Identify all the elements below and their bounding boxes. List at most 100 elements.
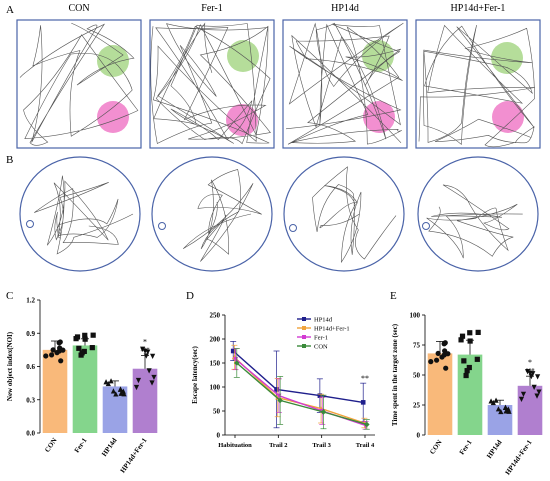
data-point: [82, 336, 88, 342]
y-tick-label: 0.9: [26, 330, 35, 338]
legend-label: HP14d: [314, 317, 333, 324]
y-tick-label: 75: [413, 342, 421, 350]
data-point: [140, 346, 146, 352]
y-tick-label: 0: [417, 432, 421, 440]
mwm-tracks: [19, 156, 539, 272]
data-point: [466, 364, 472, 371]
data-point: [320, 409, 327, 415]
data-point: [534, 393, 540, 399]
legend-marker: [302, 317, 306, 321]
data-point: [146, 368, 152, 374]
data-point: [50, 347, 56, 353]
familiar-object: [491, 42, 523, 74]
x-tick-label: HP14d: [100, 436, 118, 458]
data-point: [74, 334, 81, 340]
data-point: [118, 390, 124, 396]
data-point: [464, 368, 470, 374]
data-point: [518, 396, 525, 402]
bar-con: [427, 353, 453, 435]
panel-a-label: A: [6, 4, 14, 16]
data-point: [493, 397, 499, 403]
novel-object: [97, 101, 129, 133]
data-point: [364, 421, 370, 428]
data-point: [441, 341, 447, 347]
y-tick-label: 0.0: [26, 430, 35, 438]
significance-hash: ###: [526, 368, 535, 374]
legend-marker: [302, 344, 306, 348]
data-point: [360, 400, 366, 405]
x-tick-label: Trail 4: [356, 442, 375, 449]
mwm-pool-fer1: [151, 156, 273, 272]
bar-fer-1: [72, 345, 98, 433]
novel-object: [492, 101, 524, 133]
data-point: [463, 372, 469, 379]
data-point: [43, 353, 49, 359]
chart-c-new-object-index: 0.0 0.3 0.6 0.9 1.2 New object index(NOI) CON F…: [6, 297, 158, 474]
y-tick-label: 50: [413, 372, 421, 380]
panel-e-label: E: [390, 290, 397, 302]
y-tick-label: 200: [210, 336, 221, 344]
data-point: [82, 332, 88, 338]
y-tick-label: 1.2: [26, 297, 35, 305]
y-axis-title: New object index(NOI): [6, 331, 14, 401]
x-tick-label: Trail 2: [269, 442, 287, 449]
data-point: [461, 358, 467, 364]
data-point: [135, 377, 142, 384]
platform: [26, 220, 34, 228]
data-point: [435, 350, 441, 357]
data-point: [230, 348, 236, 354]
significance-hash: ###: [141, 347, 150, 353]
y-tick-label: 150: [210, 360, 221, 368]
data-point: [520, 391, 527, 397]
nor-arena-fer1: [149, 19, 275, 149]
data-point: [525, 369, 531, 375]
swim-path: [34, 175, 134, 255]
data-point: [317, 393, 323, 398]
y-tick-label: 25: [413, 402, 421, 410]
mwm-pool-hp14d: [283, 156, 405, 272]
nor-tracks: [16, 19, 541, 149]
data-point: [56, 340, 62, 346]
series-line-hp14d-fer-1: [233, 356, 365, 424]
data-point: [79, 350, 85, 356]
panel-b-label: B: [6, 154, 14, 166]
x-tick-label: Fer-1: [458, 438, 474, 456]
y-axis-title: Time spent in the target zone (sec): [391, 323, 399, 426]
data-point: [49, 352, 55, 358]
swim-path: [312, 166, 397, 264]
data-point: [531, 384, 537, 390]
data-point: [467, 330, 473, 336]
data-point: [428, 359, 434, 365]
x-tick-label: HP14d+Fer-1: [504, 438, 534, 476]
nor-arena-hp14dfer1: [415, 19, 541, 149]
x-tick-label: CON: [428, 439, 443, 456]
swim-path: [426, 184, 523, 259]
data-point: [110, 388, 117, 394]
y-tick-label: 100: [410, 312, 421, 320]
mwm-pool-hp14dfer1: [417, 156, 539, 272]
significance-star: *: [528, 358, 532, 367]
swim-path: [285, 22, 404, 145]
data-point: [58, 358, 64, 364]
significance-star: *: [143, 337, 147, 346]
data-point: [502, 404, 509, 410]
data-point: [434, 357, 440, 363]
data-point: [495, 406, 502, 412]
y-tick-label: 100: [210, 384, 221, 392]
data-point: [142, 348, 148, 354]
track-title-con: CON: [68, 3, 90, 14]
legend-label: CON: [314, 344, 328, 351]
track-title-hp14d: HP14d: [331, 3, 359, 14]
nor-arena-con: [16, 19, 142, 149]
data-point: [536, 389, 542, 395]
x-tick-label: Fer-1: [73, 436, 89, 454]
significance-star: **: [361, 374, 369, 383]
y-tick-label: 50: [213, 408, 221, 416]
legend-label: Fer-1: [314, 335, 328, 342]
data-point: [498, 408, 504, 415]
track-title-fer1: Fer-1: [201, 3, 223, 14]
data-point: [528, 374, 534, 380]
data-point: [76, 345, 82, 351]
data-point: [458, 337, 464, 343]
data-point: [474, 356, 480, 362]
